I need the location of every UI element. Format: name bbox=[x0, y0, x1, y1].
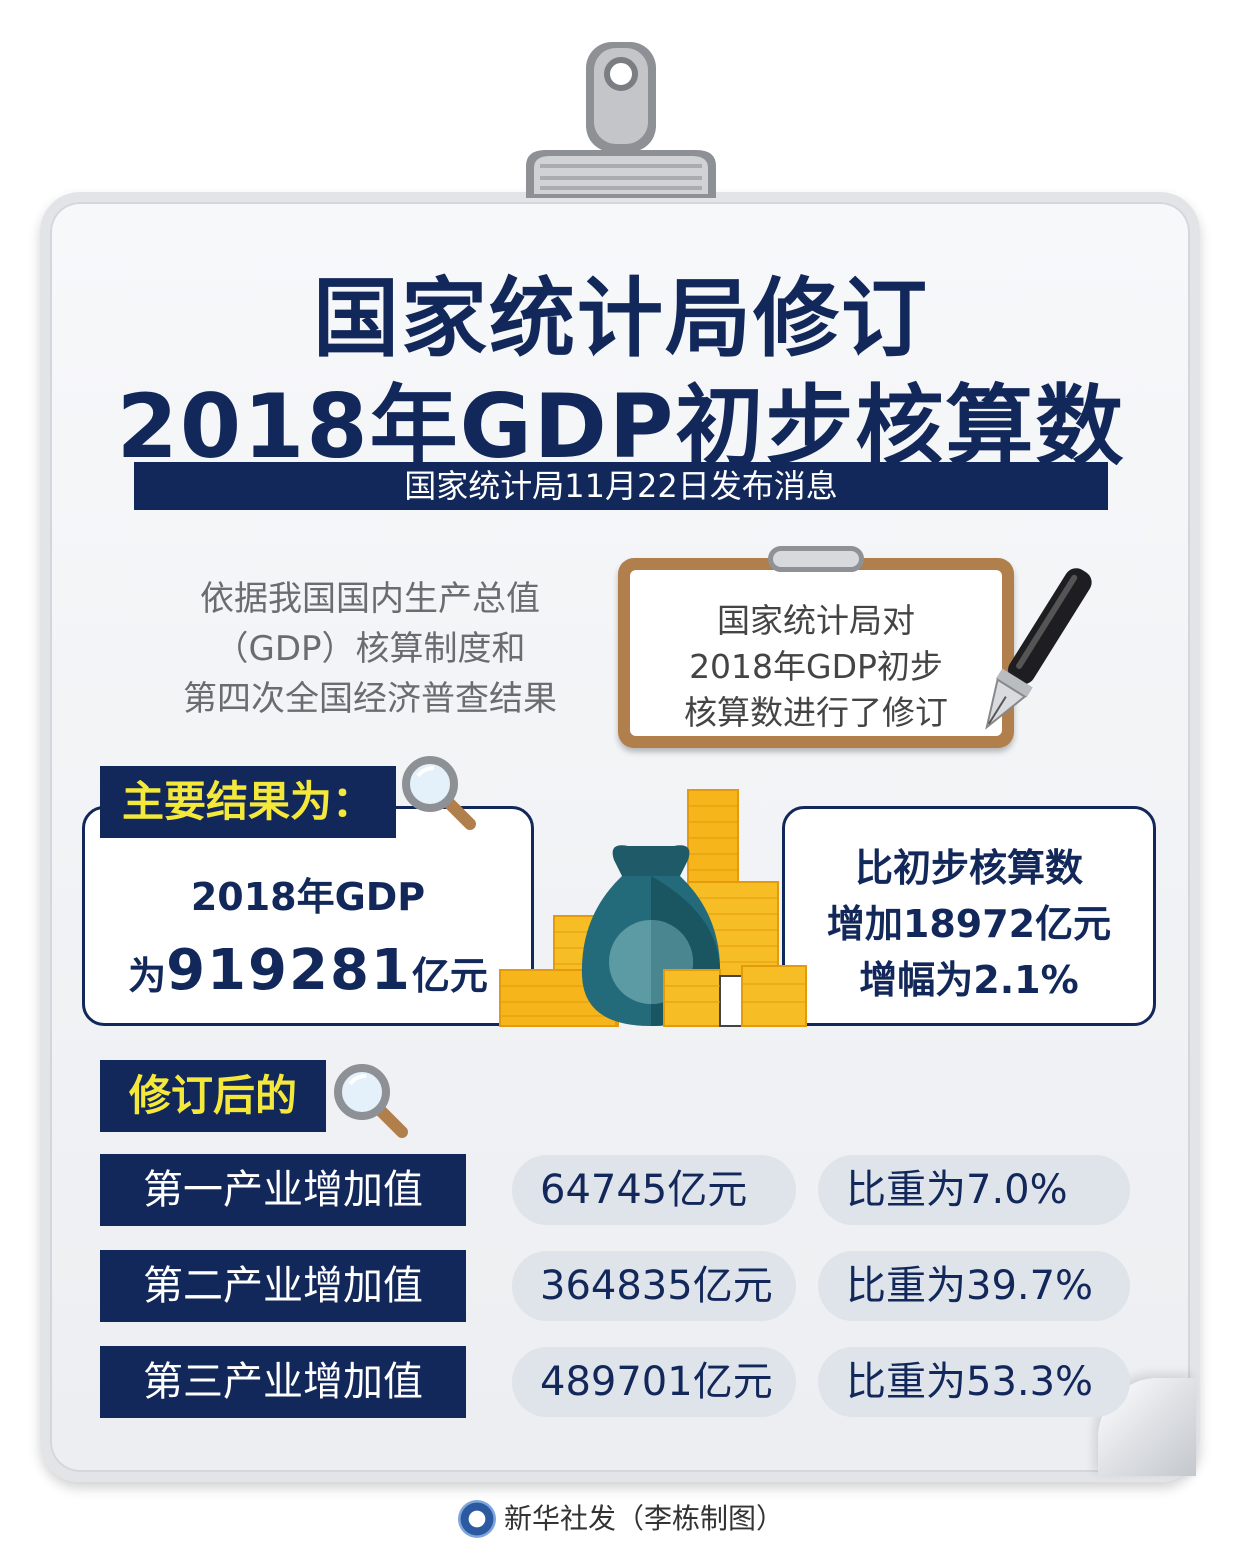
note-text: 国家统计局对 2018年GDP初步 核算数进行了修订 bbox=[630, 598, 1002, 736]
main-results-label: 主要结果为： bbox=[100, 766, 396, 838]
pen-icon bbox=[985, 568, 1092, 730]
note-paper: 国家统计局对 2018年GDP初步 核算数进行了修订 bbox=[630, 570, 1002, 736]
gdp-compare-text: 比初步核算数 增加18972亿元 增幅为2.1% bbox=[782, 840, 1156, 1008]
subtitle-bar: 国家统计局11月22日发布消息 bbox=[134, 462, 1108, 510]
industry-label-tertiary: 第三产业增加值 bbox=[100, 1346, 466, 1418]
page-title-line1: 国家统计局修订 bbox=[313, 269, 929, 369]
compare-line: 比初步核算数 bbox=[854, 846, 1083, 890]
page-title-line2: 2018年GDP初步核算数 bbox=[116, 375, 1126, 478]
revised-label: 修订后的 bbox=[100, 1060, 326, 1132]
money-bag-coins-icon bbox=[499, 789, 807, 1027]
industry-value-primary: 64745亿元 bbox=[512, 1155, 796, 1225]
basis-line: 依据我国国内生产总值 bbox=[200, 579, 540, 619]
basis-line: 第四次全国经济普查结果 bbox=[183, 679, 557, 719]
industry-label-primary: 第一产业增加值 bbox=[100, 1154, 466, 1226]
footer-text: 新华社发（李栋制图） bbox=[503, 1502, 784, 1535]
binder-clip-icon bbox=[526, 42, 716, 198]
basis-line: （GDP）核算制度和 bbox=[214, 629, 526, 669]
gdp-is-label: 为 bbox=[128, 954, 167, 998]
magnifier-icon bbox=[334, 1064, 408, 1138]
note-line: 2018年GDP初步 bbox=[689, 647, 943, 686]
industry-label-secondary: 第二产业增加值 bbox=[100, 1250, 466, 1322]
note-line: 核算数进行了修订 bbox=[684, 693, 948, 732]
compare-line: 增幅为2.1% bbox=[859, 958, 1079, 1002]
gdp-value: 919281 bbox=[166, 938, 412, 1003]
industry-share-secondary: 比重为39.7% bbox=[818, 1251, 1130, 1321]
basis-text: 依据我国国内生产总值 （GDP）核算制度和 第四次全国经济普查结果 bbox=[150, 574, 590, 724]
note-line: 国家统计局对 bbox=[717, 601, 915, 640]
gdp-unit: 亿元 bbox=[411, 954, 488, 998]
compare-line: 增加18972亿元 bbox=[826, 902, 1112, 946]
gdp-result-box bbox=[82, 806, 534, 1026]
xinhua-logo-icon bbox=[457, 1500, 496, 1538]
note-card: 国家统计局对 2018年GDP初步 核算数进行了修订 bbox=[618, 558, 1014, 748]
gdp-year-label: 2018年GDP bbox=[190, 875, 426, 919]
magnifier-icon bbox=[402, 756, 476, 830]
gdp-value-line: 为919281亿元 bbox=[82, 938, 534, 1003]
industry-share-primary: 比重为7.0% bbox=[818, 1155, 1130, 1225]
gdp-compare-box bbox=[782, 806, 1156, 1026]
footer-credit: 新华社发（李栋制图） bbox=[0, 1498, 1242, 1539]
note-clip-icon bbox=[768, 546, 864, 572]
industry-share-tertiary: 比重为53.3% bbox=[818, 1347, 1130, 1417]
industry-value-tertiary: 489701亿元 bbox=[512, 1347, 796, 1417]
industry-value-secondary: 364835亿元 bbox=[512, 1251, 796, 1321]
